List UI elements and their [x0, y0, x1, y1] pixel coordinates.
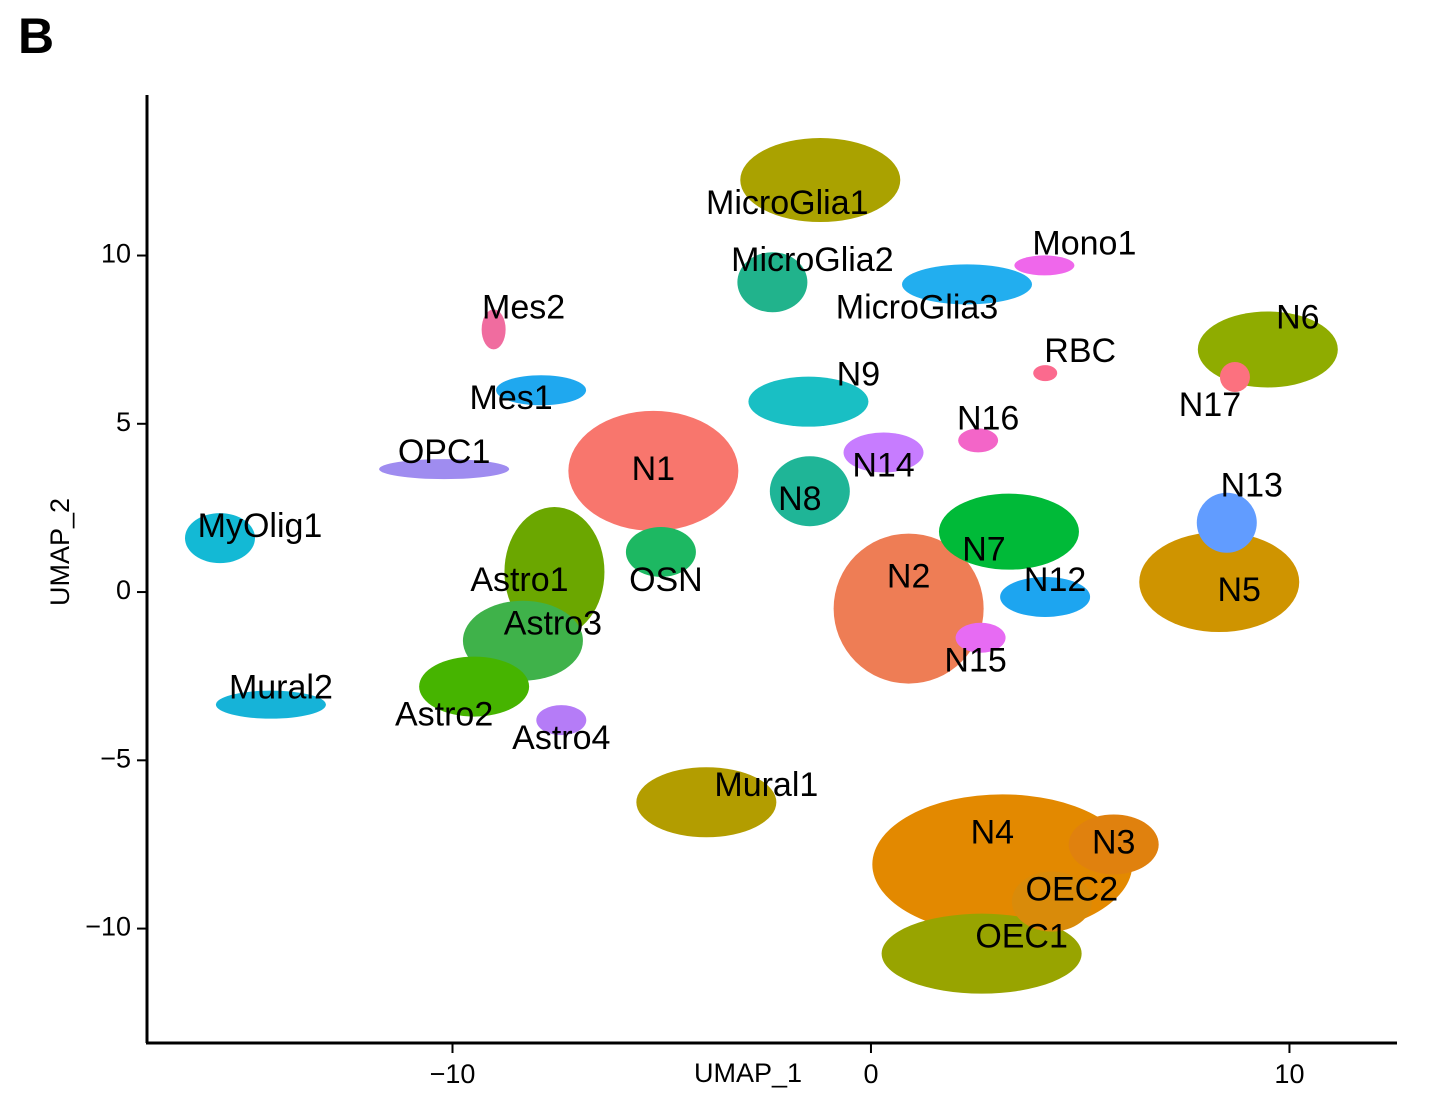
- cluster: [1000, 576, 1091, 617]
- panel-label: B: [18, 8, 54, 64]
- y-tick-label: 10: [101, 239, 131, 269]
- cluster: [902, 264, 1033, 305]
- cluster: [1033, 365, 1058, 382]
- cluster: [1219, 361, 1250, 392]
- cluster-label: N5: [1217, 571, 1260, 609]
- cluster: [843, 432, 924, 473]
- cluster-label: N6: [1276, 298, 1319, 336]
- cluster-label: Mural2: [229, 669, 333, 707]
- cluster: [769, 456, 850, 527]
- cluster-label: MicroGlia3: [836, 288, 998, 326]
- cluster: [215, 690, 326, 719]
- cluster: [536, 705, 587, 736]
- cluster-label: Astro4: [512, 719, 610, 757]
- cluster-label: N7: [962, 531, 1005, 569]
- cluster-label: N16: [957, 399, 1019, 437]
- cluster-label: N12: [1024, 561, 1086, 599]
- cluster: [958, 428, 999, 453]
- cluster-label: Astro1: [470, 561, 568, 599]
- cluster-label: N4: [971, 813, 1014, 851]
- cluster-label: Astro2: [395, 696, 493, 734]
- cluster-label: N3: [1092, 823, 1135, 861]
- cluster-label: N13: [1221, 467, 1283, 505]
- cluster-label: OPC1: [398, 433, 491, 471]
- cluster: [625, 526, 696, 577]
- cluster-label: OSN: [629, 561, 703, 599]
- x-tick-label: −10: [430, 1059, 476, 1089]
- x-tick-label: 10: [1274, 1059, 1304, 1089]
- cluster-label: OEC1: [975, 918, 1068, 956]
- cluster: [1068, 814, 1159, 875]
- cluster-label: N1: [632, 450, 675, 488]
- cluster: [1139, 532, 1300, 633]
- cluster: [636, 767, 777, 838]
- x-axis-title: UMAP_1: [694, 1058, 802, 1088]
- cluster-label: N8: [778, 480, 821, 518]
- y-axis-title: UMAP_2: [45, 498, 75, 606]
- cluster: [955, 622, 1006, 653]
- cluster: [184, 513, 255, 564]
- cluster-label: N17: [1179, 386, 1241, 424]
- cluster-label: OEC2: [1026, 871, 1119, 909]
- cluster-label: N9: [837, 356, 880, 394]
- cluster: [419, 656, 530, 717]
- cluster-label: Astro3: [504, 605, 602, 643]
- cluster-label: Mono1: [1032, 224, 1136, 262]
- cluster-label: Mural1: [714, 766, 818, 804]
- cluster: [833, 533, 984, 684]
- cluster: [740, 138, 901, 223]
- cluster-label: MicroGlia1: [706, 184, 868, 222]
- y-tick-label: −10: [85, 912, 131, 942]
- cluster: [379, 459, 510, 480]
- cluster-label: Mes2: [482, 288, 565, 326]
- y-tick-label: −5: [100, 743, 131, 773]
- y-tick-label: 0: [116, 575, 131, 605]
- cluster: [748, 376, 869, 427]
- cluster-label: RBC: [1044, 332, 1116, 370]
- cluster-label: N15: [944, 642, 1006, 680]
- cluster: [568, 410, 739, 531]
- cluster-label: N2: [887, 558, 930, 596]
- cluster-label: N14: [852, 447, 914, 485]
- cluster-label: MyOlig1: [198, 507, 323, 545]
- cluster-label: Mes1: [470, 379, 553, 417]
- cluster: [881, 913, 1082, 994]
- cluster: [737, 252, 808, 313]
- cluster: [1014, 255, 1075, 276]
- cluster: [938, 493, 1079, 570]
- y-tick-label: 5: [116, 407, 131, 437]
- cluster-label: MicroGlia2: [731, 241, 893, 279]
- cluster: [1196, 492, 1257, 553]
- cluster: [496, 375, 587, 406]
- cluster: [481, 309, 506, 350]
- cluster: [1011, 871, 1092, 932]
- x-tick-label: 0: [863, 1059, 878, 1089]
